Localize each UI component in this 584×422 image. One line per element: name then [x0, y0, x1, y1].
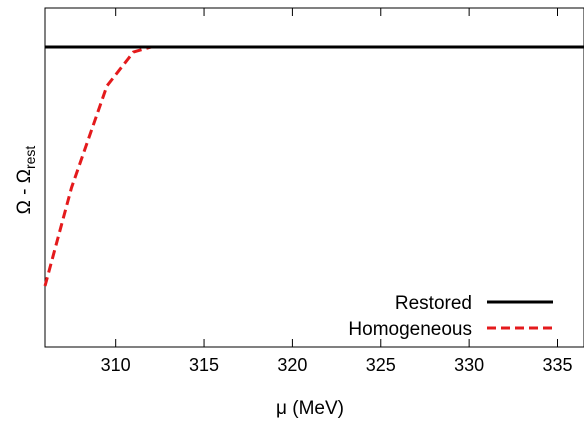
x-tick-label-325: 325	[366, 355, 396, 375]
series-lines	[43, 45, 584, 287]
x-axis-label: μ (MeV)	[276, 398, 344, 419]
y-axis-label-subscript: rest	[22, 146, 38, 169]
legend-label-homogeneous: Homogeneous	[348, 319, 472, 340]
x-tick-label-330: 330	[454, 355, 484, 375]
legend-label-restored: Restored	[395, 293, 472, 314]
x-tick-label-335: 335	[542, 355, 572, 375]
y-axis-label-main: Ω - Ω	[14, 169, 35, 214]
x-tick-label-320: 320	[277, 355, 307, 375]
plot-frame	[44, 7, 584, 348]
legend: Restored Homogeneous	[348, 293, 553, 340]
x-tick-label-310: 310	[101, 355, 131, 375]
x-tick-label-315: 315	[189, 355, 219, 375]
x-axis-ticks: 310 315 320 325 330 335	[101, 8, 573, 375]
y-axis-label: Ω - Ωrest	[14, 146, 38, 215]
series-line-homogeneous	[43, 45, 584, 287]
